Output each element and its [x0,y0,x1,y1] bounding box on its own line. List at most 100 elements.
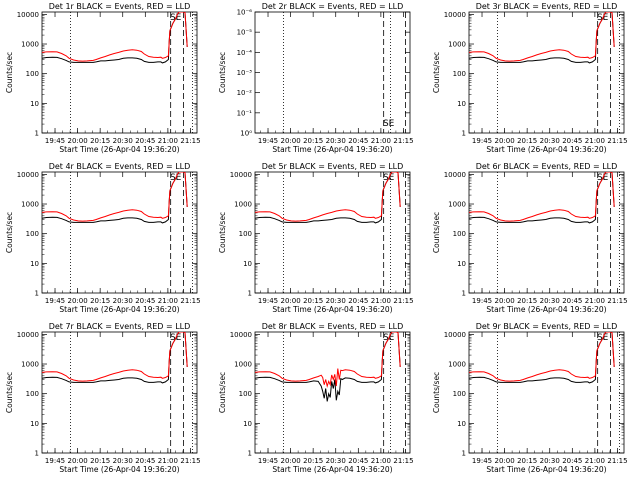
y-axis-label: Counts/sec [218,372,227,413]
x-tick-label: 20:00 [67,297,87,305]
y-tick-label: 1 [248,290,252,298]
plot-frame [254,331,411,454]
lld-series-line [42,332,188,382]
y-tick-label: 10⁻³ [237,69,253,77]
x-tick-label: 20:45 [135,457,155,465]
x-tick-label: 20:45 [348,137,368,145]
x-tick-label: 20:45 [562,457,582,465]
x-tick-label: 20:00 [67,457,87,465]
x-tick-label: 21:15 [180,457,200,465]
x-tick-label: 20:15 [303,457,323,465]
x-tick-label: 20:45 [348,457,368,465]
y-tick-label: 10⁻¹ [237,109,253,117]
x-tick-label: 19:45 [258,297,278,305]
x-tick-label: 19:45 [45,297,65,305]
x-axis-label: Start Time (26-Apr-04 19:36:20) [486,465,606,474]
y-tick-label: 10000 [17,171,39,179]
y-axis-label: Counts/sec [5,372,14,413]
y-tick-label: 10000 [230,171,252,179]
panel-title: Det 5r BLACK = Events, RED = LLD [262,162,404,171]
x-tick-label: 21:15 [607,137,627,145]
y-tick-label: 10 [30,100,39,108]
lld-series-line [42,12,188,62]
y-axis-label: Counts/sec [432,372,441,413]
y-tick-label: 1000 [448,361,466,369]
x-tick-label: 20:15 [303,137,323,145]
y-tick-label: 10000 [444,11,466,19]
x-tick-label: 20:15 [90,137,110,145]
x-axis-label: Start Time (26-Apr-04 19:36:20) [59,145,179,154]
y-tick-label: 1000 [21,361,39,369]
y-tick-label: 1 [462,130,466,138]
y-tick-label: 1000 [234,361,252,369]
panel-title: Det 7r BLACK = Events, RED = LLD [49,322,191,331]
x-tick-label: 21:00 [585,457,605,465]
y-tick-label: 10⁻² [237,89,253,97]
x-tick-label: 20:30 [540,137,560,145]
x-axis-label: Start Time (26-Apr-04 19:36:20) [59,465,179,474]
y-axis-label: Counts/sec [218,52,227,93]
detector-panel-8: Det 8r BLACK = Events, RED = LLD 1 10 100 10… [218,322,414,474]
panel-title: Det 3r BLACK = Events, RED = LLD [476,2,618,11]
detector-panel-2: Det 2r BLACK = Events, RED = LLD 10⁰ 10⁻¹ 1… [218,2,414,154]
x-tick-label: 20:30 [540,457,560,465]
y-tick-label: 1000 [21,41,39,49]
x-tick-label: 20:00 [494,297,514,305]
lld-series-line [469,332,615,382]
detector-panel-6: Det 6r BLACK = Events, RED = LLD 1 10 100 10… [432,162,628,314]
x-tick-label: 20:15 [517,457,537,465]
plot-frame [254,11,411,134]
y-tick-label: 10⁻⁵ [237,29,253,37]
panel-title: Det 9r BLACK = Events, RED = LLD [476,322,618,331]
y-tick-label: 10000 [17,331,39,339]
x-tick-label: 20:00 [280,137,300,145]
plot-frame [468,331,625,454]
y-tick-label: 1 [35,450,39,458]
y-tick-label: 10000 [444,171,466,179]
x-tick-label: 21:00 [371,137,391,145]
x-tick-label: 21:00 [371,457,391,465]
x-tick-label: 20:15 [517,297,537,305]
x-tick-label: 20:00 [494,457,514,465]
y-tick-label: 10000 [17,11,39,19]
x-tick-label: 20:45 [135,297,155,305]
plot-frame [41,331,198,454]
events-series-line [469,172,615,224]
detector-panel-9: Det 9r BLACK = Events, RED = LLD 1 10 100 10… [432,322,628,474]
x-axis-label: Start Time (26-Apr-04 19:36:20) [272,305,392,314]
y-axis-label: Counts/sec [5,212,14,253]
y-tick-label: 100 [239,230,252,238]
x-tick-label: 20:15 [517,137,537,145]
x-tick-label: 21:15 [180,297,200,305]
x-tick-label: 21:00 [158,137,178,145]
detector-panel-4: Det 4r BLACK = Events, RED = LLD 1 10 100 10… [5,162,201,314]
y-tick-label: 10 [30,420,39,428]
panel-title: Det 6r BLACK = Events, RED = LLD [476,162,618,171]
x-tick-label: 20:00 [280,457,300,465]
y-tick-label: 10⁻⁴ [237,49,253,57]
x-tick-label: 19:45 [472,457,492,465]
events-series-line [469,332,615,384]
lld-series-line [469,12,615,62]
y-tick-label: 10000 [230,331,252,339]
x-tick-label: 21:00 [585,297,605,305]
panel-title: Det 1r BLACK = Events, RED = LLD [49,2,191,11]
y-tick-label: 1 [248,450,252,458]
x-tick-label: 21:15 [393,457,413,465]
y-axis-label: Counts/sec [432,52,441,93]
x-tick-label: 21:15 [607,297,627,305]
lld-series-line [255,172,401,222]
events-series-line [255,332,401,402]
x-axis-label: Start Time (26-Apr-04 19:36:20) [59,305,179,314]
y-tick-label: 1 [35,290,39,298]
x-tick-label: 20:30 [326,297,346,305]
y-tick-label: 1000 [448,41,466,49]
events-series-line [469,12,615,64]
x-tick-label: 20:30 [326,457,346,465]
y-tick-label: 10 [457,260,466,268]
events-series-line [42,12,188,64]
x-tick-label: 20:30 [113,297,133,305]
se-annotation: SE [383,119,395,129]
